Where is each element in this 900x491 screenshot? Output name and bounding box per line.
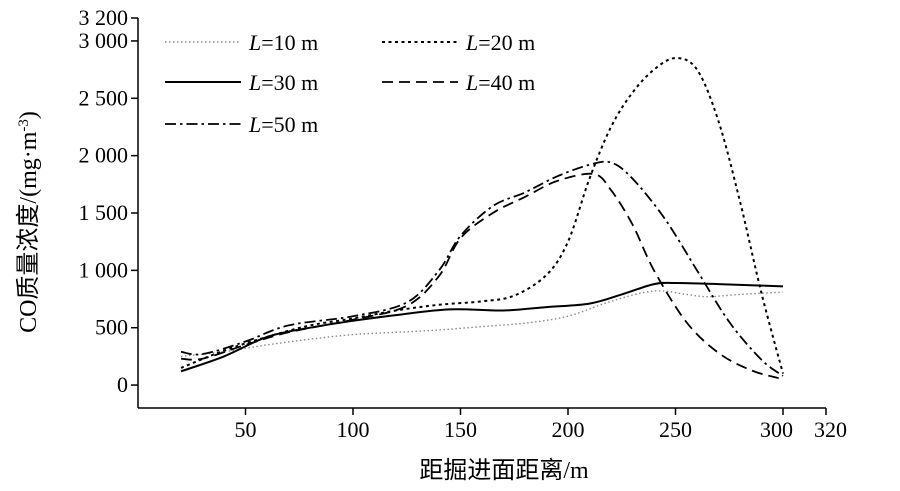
- x-tick-label: 200: [552, 417, 585, 442]
- legend-label: L=50 m: [248, 112, 318, 137]
- y-axis-title: CO质量浓度/(mg·m-3): [15, 111, 42, 333]
- legend-label: L=10 m: [248, 30, 318, 55]
- legend-label: L=40 m: [465, 70, 535, 95]
- x-tick-label: 50: [235, 417, 257, 442]
- x-tick-label: 320: [814, 417, 847, 442]
- series-line: [180, 172, 779, 380]
- series-line: [180, 290, 784, 358]
- x-tick-label: 100: [337, 417, 370, 442]
- series-line: [180, 57, 784, 374]
- series-line: [180, 160, 784, 377]
- y-tick-label: 3 200: [79, 5, 129, 30]
- y-tick-label: 1 000: [79, 257, 129, 282]
- y-tick-label: 0: [117, 372, 128, 397]
- y-axis-title-close: ): [16, 111, 42, 119]
- legend: L=10 m L=20 m L=30 m L=40 m L=50 m: [165, 30, 535, 137]
- legend-label: L=20 m: [465, 30, 535, 55]
- series-lines: [180, 57, 784, 380]
- y-axis-title-sup: -3: [16, 119, 32, 132]
- x-axis-title: 距掘进面距离/m: [419, 457, 589, 484]
- y-tick-label: 500: [95, 315, 128, 340]
- x-tick-label: 300: [760, 417, 793, 442]
- y-tick-label: 3 000: [79, 28, 129, 53]
- y-tick-label: 2 000: [79, 143, 129, 168]
- x-tick-label: 150: [444, 417, 477, 442]
- x-tick-label: 250: [659, 417, 692, 442]
- legend-label: L=30 m: [248, 70, 318, 95]
- series-line: [180, 281, 784, 373]
- y-tick-label: 2 500: [79, 85, 129, 110]
- y-axis-title-main: CO质量浓度/(mg·m: [15, 131, 42, 333]
- y-tick-label: 1 500: [79, 200, 129, 225]
